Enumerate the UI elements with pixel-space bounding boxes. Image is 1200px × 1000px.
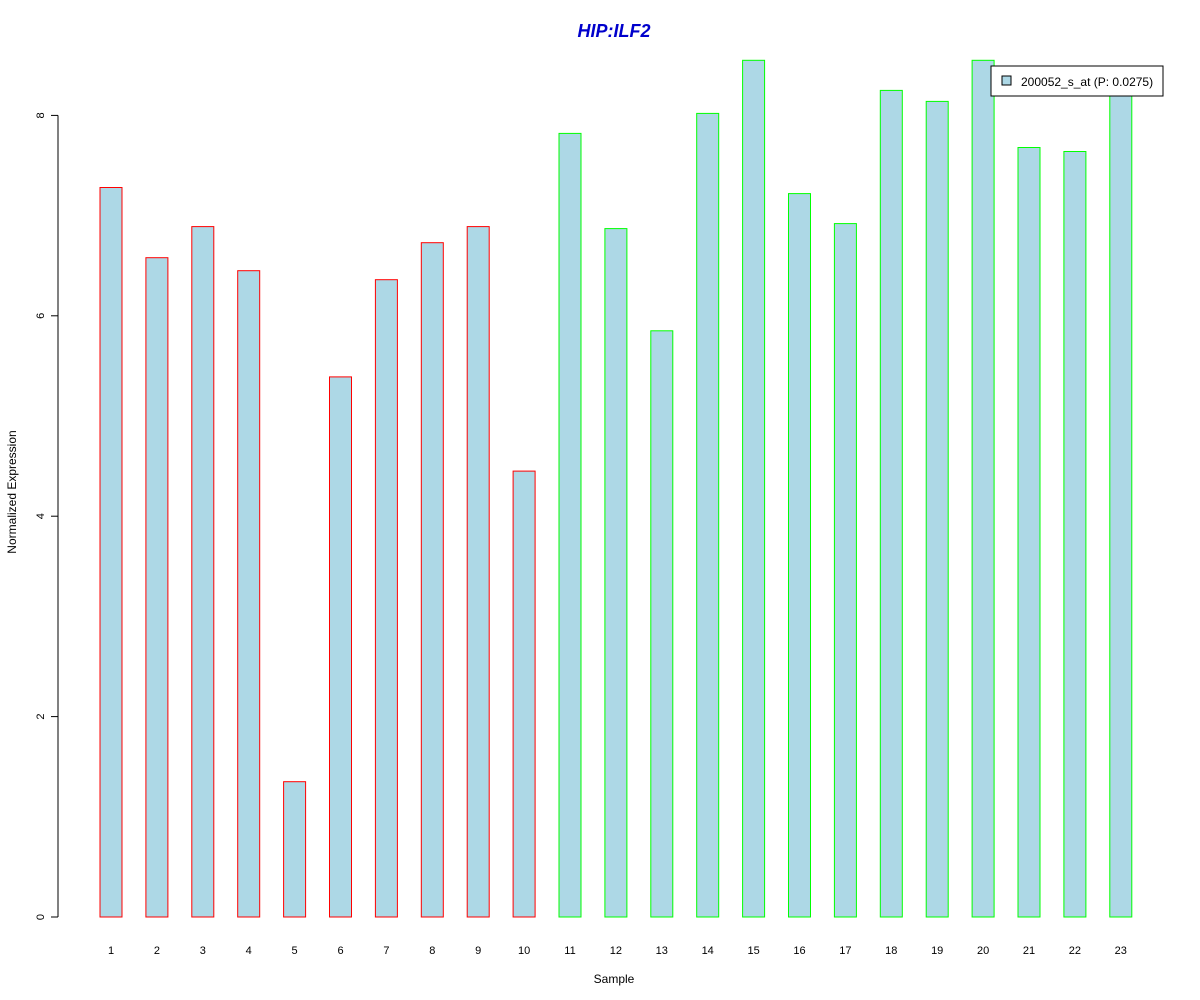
x-tick-label: 18 <box>885 945 897 957</box>
bar-sample-18 <box>879 89 903 918</box>
bar-sample-12 <box>604 228 628 918</box>
chart-title: HIP:ILF2 <box>577 21 650 41</box>
bar-sample-13 <box>650 330 674 918</box>
bar-sample-3 <box>191 226 215 918</box>
x-tick-label: 13 <box>656 945 668 957</box>
bar-sample-9 <box>466 226 490 918</box>
x-axis-label: Sample <box>594 972 635 986</box>
x-tick-label: 17 <box>839 945 851 957</box>
y-axis: 0 2 4 6 8 <box>35 112 59 920</box>
x-tick-label: 8 <box>429 945 435 957</box>
x-tick-label: 4 <box>246 945 252 957</box>
x-tick-label: 16 <box>793 945 805 957</box>
x-tick-label: 5 <box>292 945 298 957</box>
y-tick-label: 2 <box>35 714 47 720</box>
legend: 200052_s_at (P: 0.0275) <box>990 65 1164 97</box>
x-tick-label: 21 <box>1023 945 1035 957</box>
x-tick-label: 11 <box>564 945 575 957</box>
x-tick-label: 6 <box>337 945 343 957</box>
bar-sample-17 <box>833 223 857 918</box>
bar-sample-11 <box>558 132 582 918</box>
x-tick-label: 3 <box>200 945 206 957</box>
bar-sample-4 <box>237 270 261 918</box>
bar-sample-14 <box>696 112 720 918</box>
y-tick-label: 0 <box>35 914 47 920</box>
bar-sample-8 <box>420 242 444 918</box>
bars-group <box>99 59 1133 918</box>
x-tick-label: 20 <box>977 945 989 957</box>
bar-sample-6 <box>329 376 352 918</box>
bar-sample-16 <box>788 193 811 918</box>
x-tick-label: 2 <box>154 945 160 957</box>
x-tick-label: 14 <box>702 945 714 957</box>
x-tick-label: 15 <box>747 945 759 957</box>
x-tick-label: 7 <box>383 945 389 957</box>
x-tick-labels: 1 2 3 4 5 6 7 8 9 10 11 12 13 14 15 16 17 18 19 20 21 22 23 <box>108 945 1127 957</box>
y-tick-label: 8 <box>35 112 47 118</box>
legend-entry-label: 200052_s_at (P: 0.0275) <box>1021 75 1153 89</box>
x-tick-label: 10 <box>518 945 530 957</box>
bar-sample-15 <box>742 59 766 918</box>
bar-sample-23 <box>1109 89 1133 918</box>
bar-sample-7 <box>374 279 398 918</box>
y-axis-label: Normalized Expression <box>5 430 19 553</box>
bar-sample-10 <box>512 470 536 918</box>
bar-sample-1 <box>99 187 123 918</box>
y-tick-label: 4 <box>35 513 47 519</box>
bar-sample-20 <box>971 59 995 918</box>
bar-sample-21 <box>1017 147 1041 918</box>
x-tick-label: 19 <box>931 945 943 957</box>
x-tick-label: 12 <box>610 945 622 957</box>
x-tick-label: 23 <box>1115 945 1127 957</box>
x-tick-label: 1 <box>108 945 114 957</box>
bar-sample-2 <box>145 257 169 918</box>
legend-box <box>990 65 1164 97</box>
x-tick-label: 9 <box>475 945 481 957</box>
y-tick-label: 6 <box>35 313 47 319</box>
bar-sample-5 <box>283 781 307 918</box>
legend-swatch <box>1001 75 1012 86</box>
bar-sample-22 <box>1063 151 1087 918</box>
bar-sample-19 <box>925 100 949 918</box>
x-tick-label: 22 <box>1069 945 1081 957</box>
